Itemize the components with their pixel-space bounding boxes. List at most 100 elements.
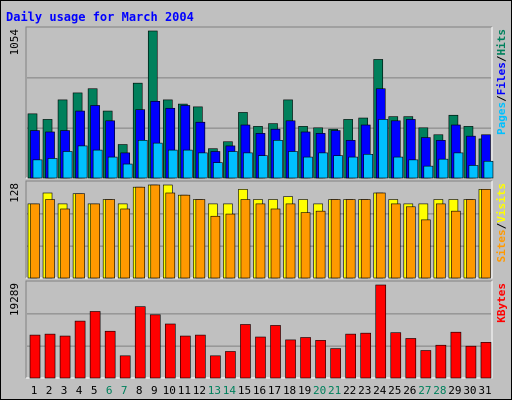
bar-kbytes-day-23 [360,332,372,379]
bar-sites-day-7 [120,208,130,279]
bar-pages-day-14 [228,151,238,179]
bar-kbytes-day-29 [450,331,462,379]
series-label: Hits [495,29,508,56]
bar-pages-day-31 [483,160,494,179]
x-tick-label-day-27: 27 [418,384,431,397]
bar-sites-day-12 [195,199,206,279]
x-tick-label-day-25: 25 [388,384,401,397]
bar-pages-day-8 [137,140,148,179]
x-tick-label-day-5: 5 [91,384,98,397]
x-tick-label-day-8: 8 [136,384,143,397]
x-tick-label-day-14: 14 [223,384,237,397]
x-tick-label-day-1: 1 [31,384,38,397]
bar-pages-day-23 [363,153,374,179]
x-tick-label-day-16: 16 [253,384,266,397]
x-tick-label-day-19: 19 [298,384,311,397]
x-tick-label-day-22: 22 [343,384,356,397]
bar-sites-day-13 [210,215,221,279]
bar-kbytes-day-30 [465,345,477,379]
bar-pages-day-25 [393,156,404,179]
bar-pages-day-22 [348,156,358,179]
bar-pages-day-21 [333,155,343,179]
bar-sites-day-26 [406,206,416,279]
series-label-separator: / [495,55,508,62]
bar-sites-day-1 [30,203,40,279]
bar-pages-day-20 [318,152,328,179]
bar-kbytes-day-8 [134,306,146,379]
bar-pages-day-10 [167,149,178,179]
bar-pages-day-15 [243,152,253,179]
bar-sites-day-27 [421,219,431,279]
bar-pages-day-1 [32,159,43,179]
bar-kbytes-day-22 [345,333,356,379]
x-tick-label-day-26: 26 [403,384,416,397]
bar-sites-day-5 [90,203,100,279]
bar-kbytes-day-24 [375,284,387,379]
bar-kbytes-day-16 [255,336,266,379]
bar-sites-day-10 [165,192,176,279]
bar-sites-day-25 [390,203,401,279]
bar-kbytes-day-5 [89,311,101,379]
bar-kbytes-day-12 [195,334,206,379]
bar-kbytes-day-11 [180,335,191,379]
bar-kbytes-day-28 [435,344,447,379]
bar-kbytes-day-19 [300,337,311,379]
x-tick-label-day-18: 18 [283,384,296,397]
y-max-label-kbytes: 19289 [8,283,21,316]
bar-kbytes-day-21 [330,348,341,379]
bar-kbytes-day-25 [390,332,402,379]
x-tick-label-day-31: 31 [478,384,491,397]
bar-sites-day-8 [135,186,146,279]
bar-pages-day-2 [47,158,58,179]
series-label: Pages [495,102,508,135]
panel-hits-shadow [25,26,492,178]
bar-kbytes-day-26 [405,338,417,379]
bar-pages-day-17 [273,140,283,179]
bar-pages-day-12 [198,152,208,179]
bar-kbytes-day-4 [74,320,86,379]
bar-pages-day-6 [107,156,118,179]
bar-pages-day-7 [122,163,133,179]
bar-kbytes-day-31 [480,342,492,379]
series-label: Files [495,62,508,95]
panel-visits-shadow [25,180,492,278]
bar-kbytes-day-15 [240,324,251,379]
bar-kbytes-day-1 [29,334,41,379]
bar-pages-day-13 [213,162,223,179]
x-tick-label-day-24: 24 [373,384,387,397]
series-labels-hits: Pages/Files/Hits [495,29,508,135]
bar-sites-day-4 [75,193,85,279]
bar-sites-day-19 [300,212,311,279]
bar-sites-day-6 [105,199,115,279]
bar-kbytes-day-2 [44,333,56,379]
x-tick-label-day-17: 17 [268,384,281,397]
bar-pages-day-5 [92,149,103,179]
bar-sites-day-18 [285,203,296,279]
bar-pages-day-18 [288,151,298,179]
bar-kbytes-day-14 [225,351,236,379]
x-tick-label-day-11: 11 [178,384,191,397]
bar-sites-day-16 [255,203,266,279]
bar-sites-day-20 [315,210,326,279]
bar-pages-day-28 [438,158,449,179]
bar-pages-day-27 [423,165,434,179]
bar-kbytes-day-7 [119,355,131,379]
bar-sites-day-30 [466,199,476,279]
bar-kbytes-day-13 [210,355,221,379]
series-labels-visits: Sites/Visits [495,183,508,263]
bar-sites-day-14 [225,213,236,279]
bar-pages-day-24 [378,119,389,179]
series-label: Visits [495,183,508,223]
panel-visits: 128 Sites/Visits [8,180,508,279]
bar-pages-day-29 [453,152,464,179]
bar-kbytes-day-20 [315,340,326,379]
series-label: KBytes [495,283,508,323]
x-tick-label-day-12: 12 [193,384,206,397]
bar-kbytes-day-18 [285,339,296,379]
panel-kbytes: 19289 KBytes [8,280,508,379]
x-tick-label-day-7: 7 [121,384,128,397]
bar-sites-day-21 [330,199,341,279]
